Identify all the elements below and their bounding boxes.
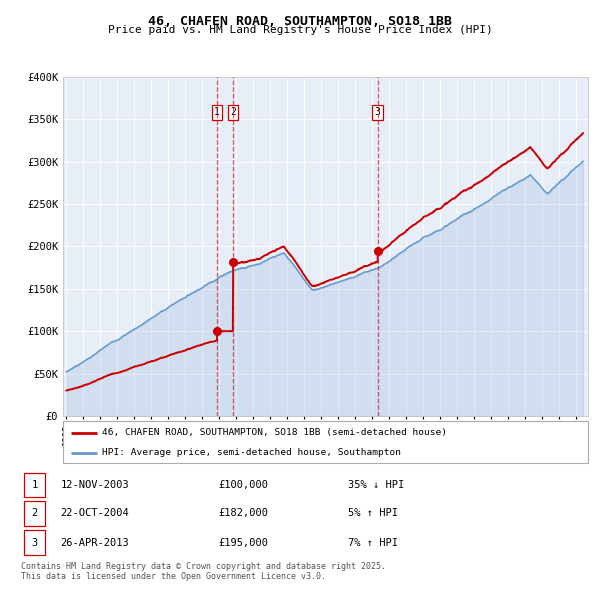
Text: 35% ↓ HPI: 35% ↓ HPI [348,480,404,490]
Text: HPI: Average price, semi-detached house, Southampton: HPI: Average price, semi-detached house,… [103,448,401,457]
Text: Price paid vs. HM Land Registry's House Price Index (HPI): Price paid vs. HM Land Registry's House … [107,25,493,35]
Text: 1: 1 [31,480,38,490]
Text: Contains HM Land Registry data © Crown copyright and database right 2025.
This d: Contains HM Land Registry data © Crown c… [21,562,386,581]
Text: 3: 3 [31,537,38,548]
Text: 46, CHAFEN ROAD, SOUTHAMPTON, SO18 1BB: 46, CHAFEN ROAD, SOUTHAMPTON, SO18 1BB [148,15,452,28]
Text: 22-OCT-2004: 22-OCT-2004 [61,509,129,518]
Text: 1: 1 [214,107,220,117]
FancyBboxPatch shape [24,530,45,555]
FancyBboxPatch shape [24,473,45,497]
Text: £100,000: £100,000 [218,480,268,490]
Text: 46, CHAFEN ROAD, SOUTHAMPTON, SO18 1BB (semi-detached house): 46, CHAFEN ROAD, SOUTHAMPTON, SO18 1BB (… [103,428,448,437]
Text: £195,000: £195,000 [218,537,268,548]
Text: £182,000: £182,000 [218,509,268,518]
Text: 2: 2 [31,509,38,518]
Text: 2: 2 [230,107,236,117]
Text: 12-NOV-2003: 12-NOV-2003 [61,480,129,490]
Text: 5% ↑ HPI: 5% ↑ HPI [348,509,398,518]
FancyBboxPatch shape [63,421,588,463]
Text: 7% ↑ HPI: 7% ↑ HPI [348,537,398,548]
Text: 3: 3 [375,107,380,117]
Text: 26-APR-2013: 26-APR-2013 [61,537,129,548]
FancyBboxPatch shape [24,501,45,526]
